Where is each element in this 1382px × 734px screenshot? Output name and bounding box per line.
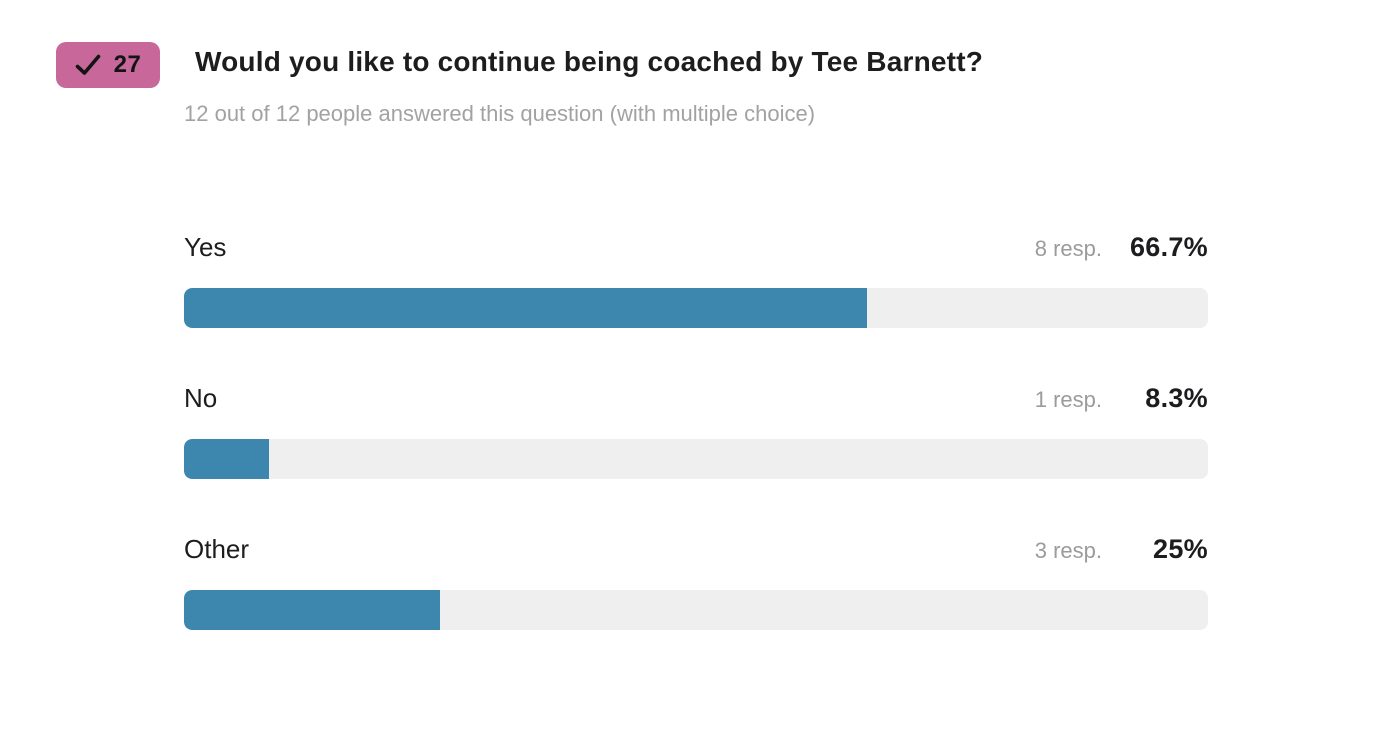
bar-track — [184, 288, 1208, 328]
percent-value: 66.7% — [1129, 232, 1208, 262]
question-heading: Would you like to continue being coached… — [184, 42, 1382, 128]
answer-label: Yes — [184, 232, 227, 262]
bar-fill — [184, 439, 269, 479]
respondent-count: 1 resp. — [1034, 387, 1102, 412]
bar-track — [184, 439, 1208, 479]
result-row-no: No 1 resp. 8.3% — [184, 383, 1208, 479]
bar-fill — [184, 590, 440, 630]
result-stats: 1 resp. 8.3% — [1035, 383, 1208, 414]
respondent-count: 8 resp. — [1034, 236, 1102, 261]
result-row-other: Other 3 resp. 25% — [184, 534, 1208, 630]
answer-label: No — [184, 383, 218, 413]
result-row-header: No 1 resp. 8.3% — [184, 383, 1208, 414]
respondent-count: 3 resp. — [1034, 538, 1102, 563]
result-stats: 3 resp. 25% — [1035, 534, 1208, 565]
results-list: Yes 8 resp. 66.7% No 1 resp. 8.3% — [184, 232, 1208, 685]
bar-fill — [184, 288, 867, 328]
bar-track — [184, 590, 1208, 630]
result-row-header: Other 3 resp. 25% — [184, 534, 1208, 565]
question-number-badge: 27 — [56, 42, 160, 88]
result-stats: 8 resp. 66.7% — [1035, 232, 1208, 263]
percent-value: 8.3% — [1145, 383, 1208, 413]
question-header: 27 Would you like to continue being coac… — [0, 0, 1382, 128]
result-row-header: Yes 8 resp. 66.7% — [184, 232, 1208, 263]
result-row-yes: Yes 8 resp. 66.7% — [184, 232, 1208, 328]
question-subtitle: 12 out of 12 people answered this questi… — [184, 101, 816, 126]
question-title: Would you like to continue being coached… — [195, 46, 984, 77]
question-number: 27 — [113, 51, 142, 78]
percent-value: 25% — [1153, 534, 1208, 564]
checkmark-icon — [75, 54, 101, 76]
answer-label: Other — [184, 534, 250, 564]
